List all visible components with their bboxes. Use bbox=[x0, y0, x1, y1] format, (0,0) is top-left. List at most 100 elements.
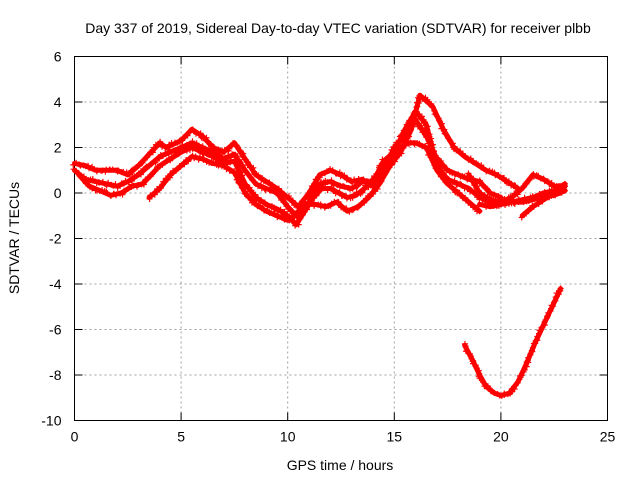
data-point bbox=[357, 179, 364, 186]
data-point bbox=[142, 164, 149, 171]
data-point bbox=[177, 148, 184, 155]
data-point bbox=[245, 193, 252, 200]
data-point bbox=[233, 160, 240, 167]
data-point bbox=[89, 177, 96, 184]
data-point bbox=[299, 211, 306, 218]
data-point bbox=[520, 199, 527, 206]
data-point bbox=[305, 201, 312, 208]
data-point bbox=[76, 161, 83, 168]
data-series-arc-6 bbox=[498, 171, 568, 206]
data-point bbox=[226, 145, 233, 152]
data-point bbox=[115, 167, 122, 174]
data-point bbox=[441, 130, 448, 137]
data-point bbox=[339, 182, 346, 189]
data-point bbox=[437, 157, 444, 164]
data-point bbox=[141, 156, 148, 163]
data-point bbox=[338, 171, 345, 178]
data-point bbox=[430, 158, 437, 165]
data-point bbox=[510, 193, 517, 200]
data-point bbox=[458, 181, 465, 188]
data-point bbox=[449, 170, 456, 177]
data-point bbox=[538, 324, 545, 331]
x-tick-label: 5 bbox=[177, 429, 185, 445]
data-point bbox=[561, 183, 568, 190]
data-point bbox=[197, 130, 204, 137]
data-point bbox=[341, 183, 348, 190]
data-point bbox=[393, 144, 400, 151]
data-point bbox=[491, 389, 498, 396]
axis-ticks: 0 5 10 15 20 25 -10 -8 -6 -4 -2 0 2 4 6 bbox=[41, 49, 615, 445]
data-point bbox=[539, 198, 546, 205]
data-point bbox=[237, 169, 244, 176]
data-point bbox=[192, 153, 199, 160]
data-point bbox=[240, 185, 247, 192]
data-point bbox=[454, 146, 461, 153]
data-point bbox=[221, 146, 228, 153]
data-point bbox=[468, 187, 475, 194]
data-point bbox=[104, 190, 111, 197]
data-point bbox=[501, 391, 508, 398]
data-point bbox=[153, 157, 160, 164]
data-point bbox=[437, 173, 444, 180]
data-point bbox=[280, 215, 287, 222]
data-point bbox=[431, 162, 438, 169]
data-point bbox=[385, 164, 392, 171]
data-point bbox=[169, 155, 176, 162]
data-point bbox=[308, 183, 315, 190]
data-point bbox=[152, 141, 159, 148]
data-point bbox=[254, 183, 261, 190]
data-point bbox=[394, 139, 401, 146]
y-tick-label: 0 bbox=[54, 185, 62, 201]
y-tick-label: -8 bbox=[49, 367, 62, 383]
data-point bbox=[223, 158, 230, 165]
data-point bbox=[528, 347, 535, 354]
data-point bbox=[388, 162, 395, 169]
data-point bbox=[317, 201, 324, 208]
data-series-arc-9 bbox=[461, 285, 564, 399]
data-point bbox=[205, 151, 212, 158]
data-point bbox=[279, 212, 286, 219]
data-point bbox=[181, 161, 188, 168]
data-point bbox=[477, 178, 484, 185]
data-point bbox=[451, 177, 458, 184]
data-point bbox=[275, 185, 282, 192]
data-point bbox=[377, 179, 384, 186]
data-point bbox=[529, 344, 536, 351]
data-point bbox=[278, 188, 285, 195]
data-point bbox=[130, 182, 137, 189]
data-point bbox=[456, 189, 463, 196]
data-point bbox=[158, 182, 165, 189]
data-point bbox=[199, 143, 206, 150]
data-point bbox=[269, 182, 276, 189]
data-point bbox=[514, 379, 521, 386]
data-point bbox=[329, 167, 336, 174]
data-point bbox=[183, 147, 190, 154]
data-point bbox=[486, 167, 493, 174]
data-point bbox=[82, 179, 89, 186]
data-point bbox=[159, 143, 166, 150]
data-point bbox=[535, 200, 542, 207]
data-point bbox=[520, 211, 527, 218]
data-point bbox=[133, 172, 140, 179]
data-point bbox=[146, 195, 153, 202]
data-point bbox=[157, 138, 164, 145]
data-point bbox=[275, 192, 282, 199]
data-point bbox=[267, 187, 274, 194]
data-point bbox=[388, 150, 395, 157]
data-point bbox=[257, 182, 264, 189]
data-point bbox=[505, 178, 512, 185]
data-series-arc-4 bbox=[146, 92, 521, 223]
data-point bbox=[249, 190, 256, 197]
data-point bbox=[99, 187, 106, 194]
data-point bbox=[165, 148, 172, 155]
data-point bbox=[181, 134, 188, 141]
data-point bbox=[365, 184, 372, 191]
data-point bbox=[215, 162, 222, 169]
data-point bbox=[109, 166, 116, 173]
data-point bbox=[453, 147, 460, 154]
data-point bbox=[82, 180, 89, 187]
data-point bbox=[372, 172, 379, 179]
data-point bbox=[176, 163, 183, 170]
data-point bbox=[231, 168, 238, 175]
data-point bbox=[149, 147, 156, 154]
